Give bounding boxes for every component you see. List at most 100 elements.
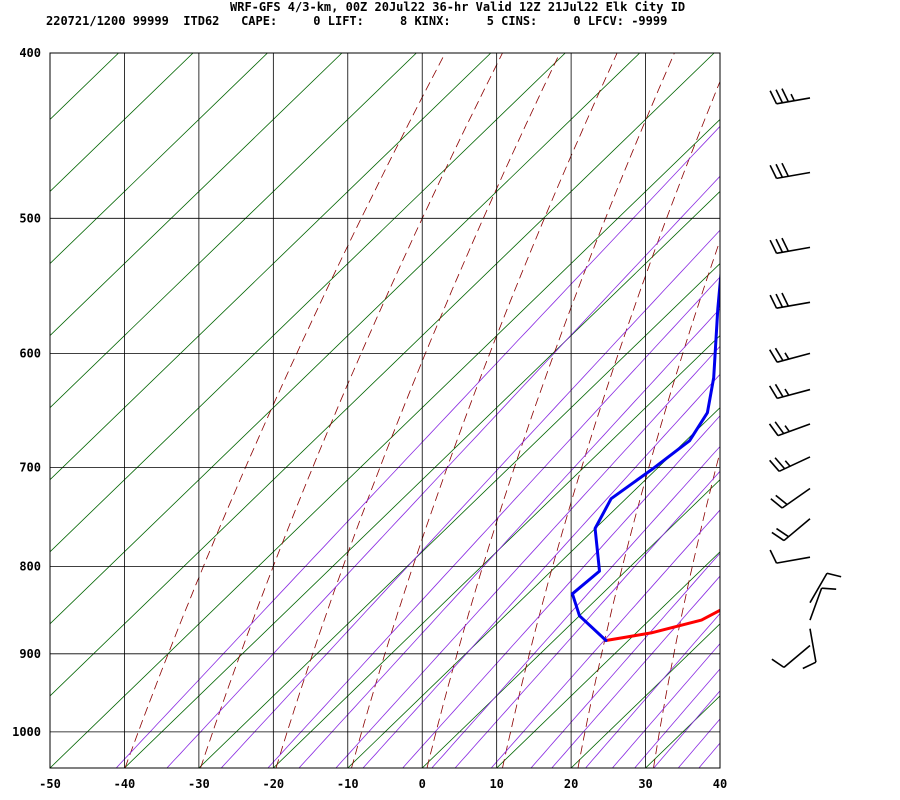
mixing-ratio-line <box>115 125 720 768</box>
dry-adiabat-line <box>124 53 446 768</box>
wind-barb-flag <box>781 88 790 103</box>
wind-barb-half-flag <box>790 93 795 102</box>
x-tick-label: 40 <box>713 777 727 791</box>
x-tick-label: 0 <box>419 777 426 791</box>
isotherm-line <box>570 623 720 768</box>
wind-barb-flag <box>769 164 778 179</box>
wind-barb-staff <box>783 518 811 542</box>
mixing-ratio-line <box>431 445 720 768</box>
wind-barb-half-flag <box>784 425 790 433</box>
wind-barb <box>769 237 811 255</box>
mixing-ratio-line <box>298 308 720 768</box>
background-lines <box>50 53 900 768</box>
wind-barb <box>769 549 811 564</box>
wind-barb-flag <box>775 163 784 178</box>
y-tick-label: 500 <box>19 211 41 225</box>
wind-barb-flag <box>774 383 784 398</box>
dry-adiabat-line <box>200 53 503 768</box>
mixing-ratio-line <box>698 742 720 768</box>
wind-barb-staff <box>781 487 811 509</box>
wind-barb-flag <box>776 527 789 538</box>
mixing-ratio-line <box>220 229 720 768</box>
wind-barb-flag <box>775 238 784 253</box>
wind-barb-half-flag <box>784 352 790 360</box>
y-tick-label: 1000 <box>12 725 41 739</box>
mixing-ratio-line <box>585 612 720 768</box>
mixing-ratio-line <box>742 53 900 768</box>
y-tick-label: 700 <box>19 461 41 475</box>
mixing-ratio-line <box>530 552 720 768</box>
dewpoint-profile <box>570 268 720 642</box>
wind-barb-flag <box>781 292 790 307</box>
wind-barb <box>769 162 811 180</box>
wind-barb-flag <box>768 423 779 437</box>
wind-barb-staff <box>783 644 811 668</box>
wind-barb <box>802 628 817 670</box>
mixing-ratio-line <box>551 575 720 768</box>
mixing-ratio-line <box>454 470 720 768</box>
plot-frame <box>49 52 721 769</box>
wind-barb <box>771 644 811 669</box>
wind-barb <box>769 456 811 473</box>
isotherm-line <box>869 53 900 768</box>
wind-barb-flag <box>775 293 784 308</box>
mixing-ratio-line <box>612 643 720 768</box>
wind-barb-flag <box>774 421 785 435</box>
wind-barb-flag <box>771 531 785 542</box>
wind-barb-flag <box>775 494 788 506</box>
wind-barb <box>770 487 811 509</box>
x-tick-label: 20 <box>564 777 578 791</box>
x-axis-ticks: -50 -40 -30 -20 -10 0 10 20 30 40 <box>39 777 727 791</box>
dry-adiabat-line <box>729 53 900 768</box>
wind-barb-flag <box>826 572 842 578</box>
isotherm-line <box>50 53 268 265</box>
isotherm-line <box>273 335 720 768</box>
wind-barb-flag <box>781 162 790 177</box>
mixing-ratio-line <box>335 345 720 768</box>
wind-barb <box>769 292 811 309</box>
wind-barb-flag <box>771 658 785 669</box>
y-tick-label: 900 <box>19 647 41 661</box>
wind-barb-flag <box>770 498 783 509</box>
temperature-profile <box>604 608 720 642</box>
wind-barb-flag <box>781 237 790 252</box>
wind-barb-flag <box>769 294 778 309</box>
isotherm-line <box>50 53 119 120</box>
mixing-ratio-line <box>267 276 720 768</box>
wind-barb-flag <box>802 661 817 670</box>
grid-lines <box>50 53 720 768</box>
isotherm-line <box>421 479 720 768</box>
mixing-ratio-line <box>490 509 720 768</box>
isotherm-line <box>198 262 720 768</box>
wind-barb-staff <box>809 572 828 604</box>
wind-barb-half-flag <box>784 460 791 467</box>
x-tick-label: -20 <box>262 777 284 791</box>
wind-barb-flag <box>769 459 780 472</box>
sounding-profiles <box>570 268 720 642</box>
isotherm-line <box>50 53 417 409</box>
isotherm-line <box>719 767 720 768</box>
mixing-ratio-line <box>634 668 720 768</box>
wind-barb-flag <box>775 89 784 104</box>
wind-barbs <box>768 88 842 670</box>
dry-adiabat-line <box>653 450 720 768</box>
x-tick-label: 10 <box>489 777 503 791</box>
chart-title: WRF-GFS 4/3-km, 00Z 20Jul22 36-hr Valid … <box>230 0 685 14</box>
wind-barb-staff <box>809 587 823 621</box>
wind-barb-flag <box>768 385 778 399</box>
y-axis-ticks: 400 500 600 700 800 900 1000 <box>12 46 41 739</box>
wind-barb-staff <box>809 628 817 663</box>
wind-barb-flag <box>821 587 837 590</box>
wind-barb-staff <box>776 556 811 564</box>
isotherm-line <box>496 551 720 768</box>
wind-barb-flag <box>769 90 778 105</box>
y-tick-label: 800 <box>19 560 41 574</box>
wind-barb-half-flag <box>784 388 790 396</box>
x-tick-label: -50 <box>39 777 61 791</box>
isotherm-line <box>50 53 566 553</box>
mixing-ratio-line <box>722 53 900 768</box>
mixing-ratio-line <box>166 175 720 768</box>
wind-barb <box>768 347 811 363</box>
dry-adiabat-line <box>275 53 561 768</box>
